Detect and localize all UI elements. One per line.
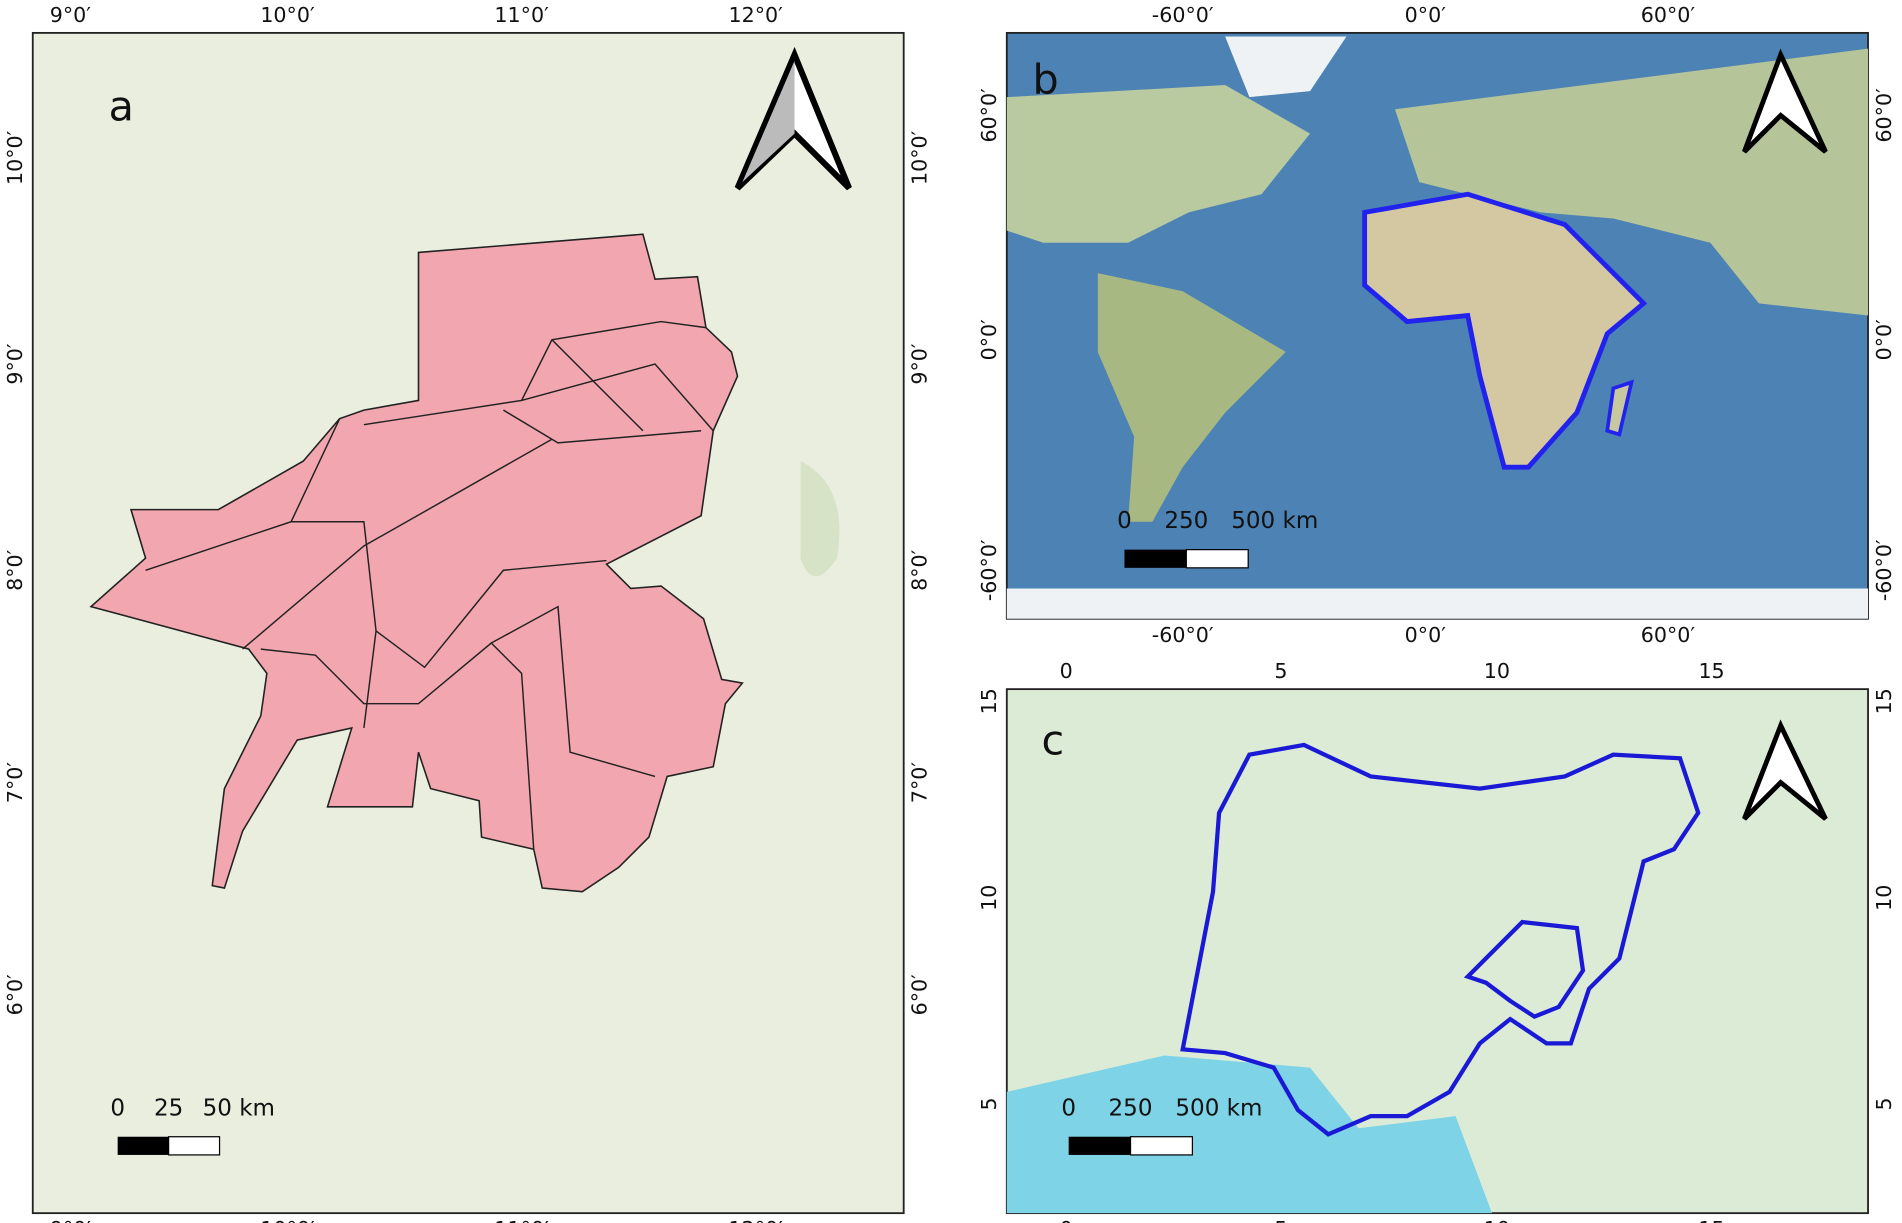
left-tick-label: 8°0′ xyxy=(3,549,27,591)
top-tick-label: 15 xyxy=(1698,659,1724,683)
north-arrow xyxy=(1742,48,1828,154)
land xyxy=(1225,36,1347,98)
left-tick-label: 6°0′ xyxy=(3,974,27,1016)
top-tick-label: 11°0′ xyxy=(494,3,549,27)
study-area-outline xyxy=(1463,919,1586,1020)
right-tick-label: 10°0′ xyxy=(908,130,932,185)
right-tick-label: 8°0′ xyxy=(908,549,932,591)
scale-bar xyxy=(117,1136,221,1156)
left-tick-label: 10°0′ xyxy=(3,130,27,185)
left-tick-label: 9°0′ xyxy=(3,343,27,385)
land xyxy=(1394,48,1869,316)
africa xyxy=(1362,191,1648,470)
top-tick-label: 12°0′ xyxy=(729,3,784,27)
panel-label: b xyxy=(1033,56,1059,104)
right-tick-label: 6°0′ xyxy=(908,974,932,1016)
scale-label: 25 xyxy=(154,1095,183,1121)
left-tick-label: 10 xyxy=(977,885,1001,911)
left-tick-label: 7°0′ xyxy=(3,762,27,804)
left-tick-label: 60°0′ xyxy=(977,88,1001,143)
bottom-tick-label: 0 xyxy=(1060,1217,1073,1223)
right-tick-label: -60°0′ xyxy=(1872,539,1896,601)
scale-label: 0 xyxy=(110,1095,125,1121)
terrain xyxy=(800,461,840,577)
nigeria-outline xyxy=(1180,742,1701,1137)
panel-label: a xyxy=(109,82,134,130)
north-arrow xyxy=(1742,719,1828,821)
bottom-tick-label: 60°0′ xyxy=(1641,623,1696,647)
right-tick-label: 7°0′ xyxy=(908,762,932,804)
right-tick-label: 9°0′ xyxy=(908,343,932,385)
right-tick-label: 10 xyxy=(1872,885,1896,911)
top-tick-label: 0 xyxy=(1060,659,1073,683)
bottom-tick-label: 9°0′ xyxy=(50,1217,92,1223)
bottom-tick-label: 15 xyxy=(1698,1217,1724,1223)
scale-label: 0 xyxy=(1061,1095,1076,1121)
bottom-tick-label: 10°0′ xyxy=(260,1217,315,1223)
north-arrow xyxy=(734,46,852,191)
right-tick-label: 5 xyxy=(1872,1097,1896,1110)
scale-bar xyxy=(1068,1136,1193,1156)
bottom-tick-label: 10 xyxy=(1484,1217,1510,1223)
bottom-tick-label: 0°0′ xyxy=(1405,623,1447,647)
top-tick-label: 10 xyxy=(1484,659,1510,683)
boundaries xyxy=(145,320,714,850)
left-tick-label: 0°0′ xyxy=(977,319,1001,361)
scale-label: 250 xyxy=(1164,508,1208,534)
madagascar xyxy=(1605,379,1635,437)
antarctica xyxy=(1006,588,1869,619)
left-tick-label: -60°0′ xyxy=(977,539,1001,601)
scale-label: 50 km xyxy=(203,1095,275,1121)
right-tick-label: 15 xyxy=(1872,688,1896,714)
scale-bar xyxy=(1124,549,1249,569)
top-tick-label: -60°0′ xyxy=(1152,3,1214,27)
left-tick-label: 15 xyxy=(977,688,1001,714)
ocean xyxy=(1006,1055,1493,1214)
scale-label: 500 km xyxy=(1231,508,1318,534)
bottom-tick-label: 5 xyxy=(1274,1217,1287,1223)
right-tick-label: 0°0′ xyxy=(1872,319,1896,361)
bottom-tick-label: 12°0′ xyxy=(729,1217,784,1223)
right-tick-label: 60°0′ xyxy=(1872,88,1896,143)
top-tick-label: 5 xyxy=(1274,659,1287,683)
bottom-tick-label: 11°0′ xyxy=(494,1217,549,1223)
scale-label: 250 xyxy=(1109,1095,1153,1121)
top-tick-label: 10°0′ xyxy=(260,3,315,27)
top-tick-label: 9°0′ xyxy=(50,3,92,27)
scale-label: 500 km xyxy=(1175,1095,1262,1121)
land xyxy=(1006,85,1311,243)
land xyxy=(1097,273,1286,522)
top-tick-label: 60°0′ xyxy=(1641,3,1696,27)
study-area xyxy=(89,233,744,893)
panel-label: c xyxy=(1042,717,1065,765)
scale-label: 0 xyxy=(1117,508,1132,534)
left-tick-label: 5 xyxy=(977,1097,1001,1110)
bottom-tick-label: -60°0′ xyxy=(1152,623,1214,647)
top-tick-label: 0°0′ xyxy=(1405,3,1447,27)
